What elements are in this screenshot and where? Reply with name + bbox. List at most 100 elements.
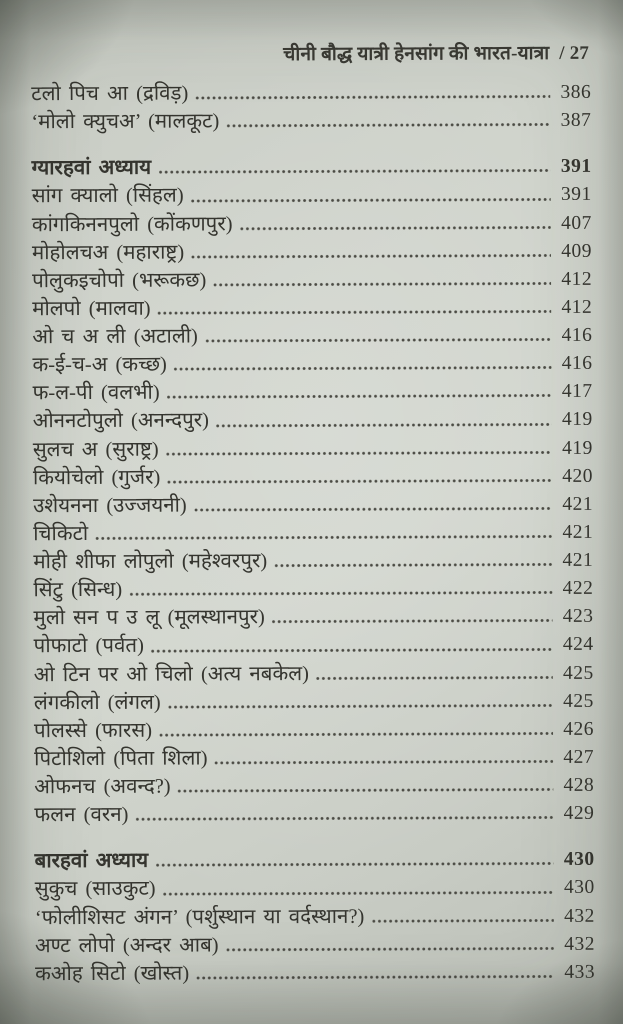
toc-entry-label: सुलच अ (सुराष्ट्र) bbox=[32, 438, 159, 461]
toc-entry-page: 430 bbox=[563, 849, 595, 871]
toc-row: कियोचेलो (गुर्जर) 420 bbox=[33, 464, 593, 489]
toc-entry-page: 412 bbox=[561, 268, 593, 290]
toc-row: ‘फोलीशिसट अंगन’ (पर्शुस्थान या वर्दस्थान… bbox=[35, 904, 595, 929]
toc-entry-page: 433 bbox=[564, 961, 596, 983]
toc-row: मोलपो (मालवा) 412 bbox=[32, 296, 592, 321]
header-page-number: 27 bbox=[569, 42, 590, 64]
page-header: चीनी बौद्ध यात्री हेनसांग की भारत-यात्रा… bbox=[31, 39, 591, 67]
dot-leader bbox=[193, 505, 553, 513]
dot-leader bbox=[167, 477, 552, 485]
toc-chapter-row: बारहवां अध्याय 430 bbox=[35, 848, 595, 873]
toc-entry-label: मोहोलचअ (महाराष्ट्र) bbox=[31, 241, 185, 264]
dot-leader bbox=[215, 421, 552, 428]
toc-row: सुलच अ (सुराष्ट्र) 419 bbox=[33, 436, 593, 461]
toc-entry-page: 425 bbox=[562, 662, 594, 684]
dot-leader bbox=[155, 861, 554, 869]
toc-entry-page: 425 bbox=[563, 690, 594, 712]
toc-row: उशेयनना (उज्जयनी) 421 bbox=[33, 493, 593, 518]
toc-entry-label: टलो पिच आ (द्रविड़) bbox=[31, 82, 189, 106]
toc-row: क-ई-च-अ (कच्छ) 416 bbox=[32, 352, 592, 377]
toc-row: ‘मोलो क्युचअ’ (मालकूट) 387 bbox=[31, 109, 591, 134]
toc-entry-label: चिकिटो bbox=[33, 522, 89, 546]
dot-leader bbox=[157, 308, 552, 316]
toc-entry-label: पोलुकइचोपो (भरूकछ) bbox=[32, 269, 207, 292]
toc-entry-page: 421 bbox=[562, 549, 594, 571]
toc-row: टलो पिच आ (द्रविड़) 386 bbox=[31, 81, 591, 106]
toc-entry-page: 424 bbox=[562, 634, 594, 656]
toc-entry-label: कियोचेलो (गुर्जर) bbox=[32, 466, 161, 489]
toc-entry-page: 428 bbox=[563, 774, 595, 796]
dot-leader bbox=[191, 252, 551, 260]
dot-leader bbox=[159, 730, 554, 738]
dot-leader bbox=[226, 122, 551, 129]
toc-entry-page: 422 bbox=[562, 577, 594, 600]
dot-leader bbox=[177, 787, 554, 794]
dot-leader bbox=[315, 674, 553, 681]
toc-entry-page: 426 bbox=[563, 718, 595, 740]
toc-entry-label: मोही शीफा लोपुलो (महेश्वरपुर) bbox=[33, 550, 268, 574]
toc-entry-label: पोफाटो (पर्वत) bbox=[33, 635, 144, 658]
toc-entry-label: फलन (वरन) bbox=[34, 803, 129, 827]
dot-leader bbox=[271, 618, 553, 625]
toc-entry-page: 432 bbox=[564, 933, 596, 955]
running-title: चीनी बौद्ध यात्री हेनसांग की भारत-यात्रा bbox=[283, 42, 550, 66]
toc-row: मुलो सन प उ लू (मूलस्थानपुर) 423 bbox=[33, 605, 593, 630]
toc-entry-page: 420 bbox=[562, 465, 593, 487]
dot-leader bbox=[166, 393, 552, 401]
toc-entry-label: ‘फोलीशिसट अंगन’ (पर्शुस्थान या वर्दस्थान… bbox=[34, 905, 365, 929]
toc-chapter-row: ग्यारहवां अध्याय 391 bbox=[32, 155, 592, 180]
page-content: चीनी बौद्ध यात्री हेनसांग की भारत-यात्रा… bbox=[31, 39, 595, 985]
toc-entry-label: ओननटोपुलो (अनन्दपुर) bbox=[32, 409, 210, 433]
toc-entry-label: फ-ल-पी (वलभी) bbox=[32, 381, 160, 405]
dot-leader bbox=[274, 562, 553, 569]
toc-entry-page: 421 bbox=[562, 493, 594, 515]
toc-entry-label: लंगकीलो (लंगल) bbox=[33, 691, 161, 714]
toc-row: फ-ल-पी (वलभी) 417 bbox=[33, 380, 593, 405]
toc-entry-label: ग्यारहवां अध्याय bbox=[31, 156, 152, 180]
dot-leader bbox=[195, 94, 551, 101]
toc-entry-label: मोलपो (मालवा) bbox=[32, 297, 151, 321]
dot-leader bbox=[95, 533, 553, 541]
toc-row: लंगकीलो (लंगल) 425 bbox=[34, 689, 594, 714]
toc-row: ओ टिन पर ओ चिलो (अत्य नबकेल) 425 bbox=[34, 661, 594, 686]
dot-leader bbox=[165, 449, 552, 457]
dot-leader bbox=[158, 168, 551, 176]
toc-row: चिकिटो 421 bbox=[33, 521, 593, 546]
dot-leader bbox=[190, 196, 551, 204]
toc-entry-label: ओ टिन पर ओ चिलो (अत्य नबकेल) bbox=[33, 662, 309, 686]
dot-leader bbox=[214, 758, 554, 766]
toc-entry-label: कओह सिटो (खोस्त) bbox=[35, 962, 190, 985]
toc-entry-label: ओफनच (अवन्द?) bbox=[34, 775, 171, 799]
toc-entry-label: सिंटु (सिन्ध) bbox=[33, 578, 123, 602]
toc-entry-label: ‘मोलो क्युचअ’ (मालकूट) bbox=[31, 110, 220, 134]
dot-leader bbox=[196, 973, 555, 981]
dot-leader bbox=[167, 702, 553, 710]
dot-leader bbox=[150, 646, 553, 654]
toc-entry-page: 429 bbox=[563, 802, 595, 825]
toc-row: मोहोलचअ (महाराष्ट्र) 409 bbox=[32, 239, 592, 264]
toc-row: सिंटु (सिन्ध) 422 bbox=[33, 577, 593, 602]
dot-leader bbox=[173, 365, 552, 372]
table-of-contents: टलो पिच आ (द्रविड़) 386 ‘मोलो क्युचअ’ (माल… bbox=[31, 81, 595, 985]
toc-row: ओ च अ ली (अटाली) 416 bbox=[32, 324, 592, 349]
dot-leader bbox=[162, 889, 554, 897]
toc-entry-page: 423 bbox=[562, 606, 594, 628]
dot-leader bbox=[371, 917, 554, 924]
toc-entry-page: 391 bbox=[560, 184, 592, 206]
toc-row: अण्ट लोपो (अन्दर आब) 432 bbox=[35, 932, 595, 957]
toc-entry-page: 430 bbox=[563, 877, 595, 899]
toc-entry-page: 419 bbox=[562, 437, 593, 459]
toc-entry-label: पोलस्से (फारस) bbox=[33, 719, 153, 742]
toc-row: ओननटोपुलो (अनन्दपुर) 419 bbox=[33, 408, 593, 433]
toc-row: पोफाटो (पर्वत) 424 bbox=[34, 633, 594, 658]
dot-leader bbox=[213, 280, 552, 288]
toc-entry-page: 386 bbox=[560, 81, 592, 103]
toc-entry-page: 419 bbox=[561, 409, 593, 431]
toc-entry-label: ओ च अ ली (अटाली) bbox=[32, 325, 198, 349]
toc-entry-page: 391 bbox=[560, 156, 592, 178]
toc-entry-label: उशेयनना (उज्जयनी) bbox=[32, 494, 187, 517]
toc-row: पोलुकइचोपो (भरूकछ) 412 bbox=[32, 268, 592, 293]
toc-entry-page: 421 bbox=[562, 521, 594, 543]
toc-entry-label: क-ई-च-अ (कच्छ) bbox=[32, 353, 167, 377]
